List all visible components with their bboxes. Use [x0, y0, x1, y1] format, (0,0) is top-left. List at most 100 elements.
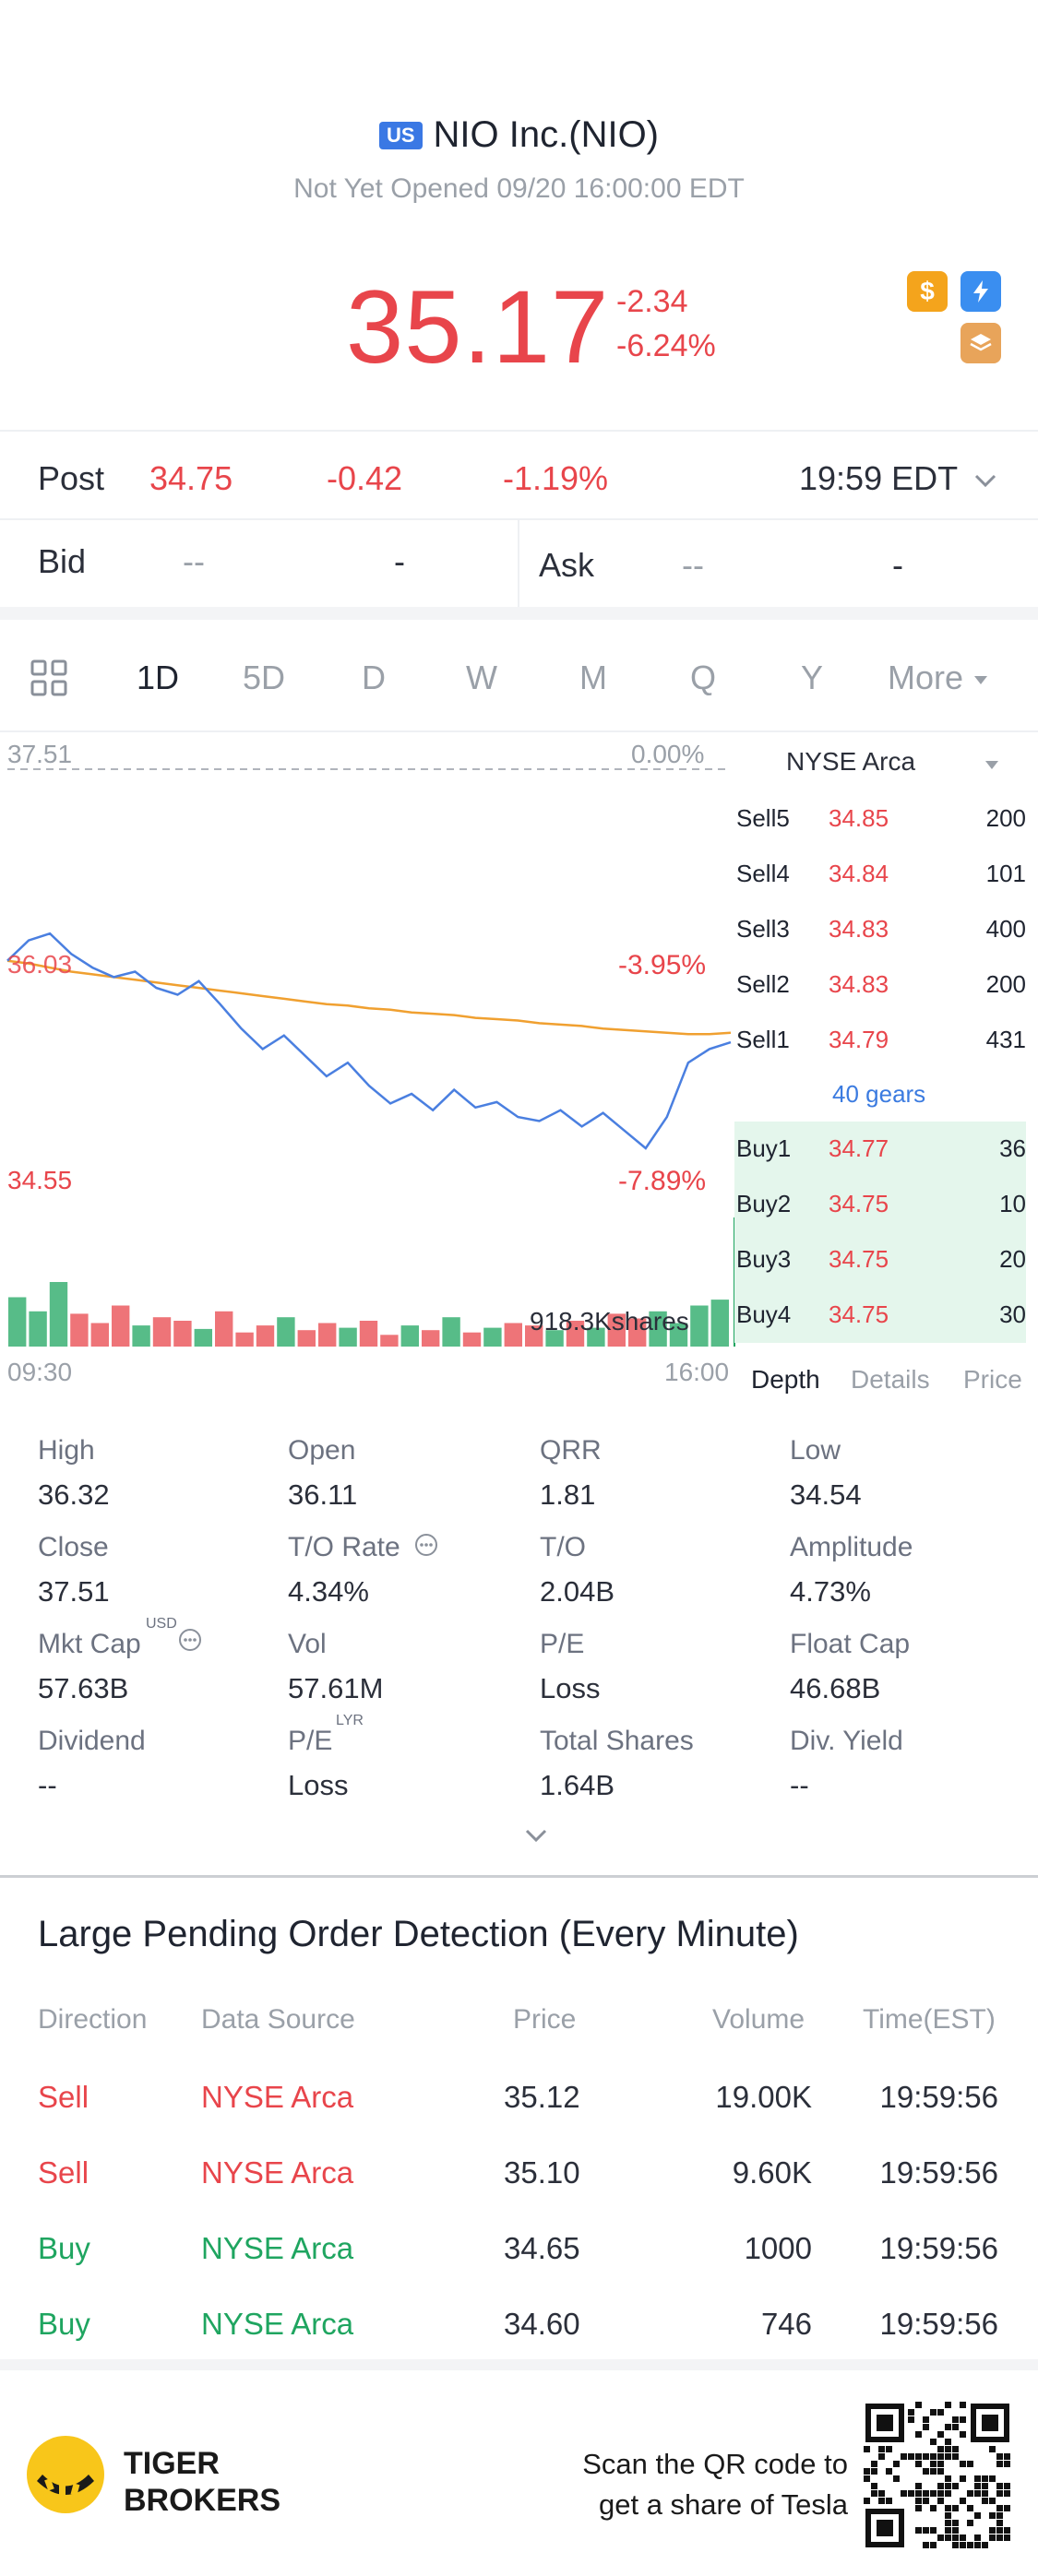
stat-value-amplitude: 4.73% [790, 1575, 871, 1608]
level-vol: 30 [999, 1300, 1026, 1328]
tab-more[interactable]: More [888, 659, 989, 697]
qr-code-icon[interactable] [864, 2402, 1011, 2549]
tab-y[interactable]: Y [801, 659, 824, 696]
sell2-row: Sell2 34.83 200 [734, 957, 1026, 1013]
row-direction: Buy [38, 2307, 90, 2341]
volume-bar [400, 1325, 419, 1347]
tiger-logo-icon [27, 2436, 104, 2513]
col-direction: Direction [38, 2004, 148, 2035]
exchange-select[interactable]: NYSE Arca [786, 747, 915, 777]
row-price: 35.12 [504, 2080, 580, 2114]
time-end: 16:00 [664, 1358, 730, 1386]
level-price: 34.83 [829, 915, 889, 943]
tab-q[interactable]: Q [690, 659, 717, 696]
gears-link[interactable]: 40 gears [832, 1080, 926, 1108]
dollar-icon[interactable]: $ [907, 271, 948, 312]
tab-more-label: More [888, 659, 964, 696]
layers-icon[interactable] [960, 323, 1001, 363]
stat-value-close: 37.51 [38, 1575, 110, 1608]
level-vol: 101 [985, 860, 1026, 887]
price-line [6, 932, 732, 1150]
chart-top-price: 37.51 [7, 740, 73, 768]
bidask-divider [518, 518, 519, 607]
stat-value-to: 2.04B [540, 1575, 615, 1608]
col-source: Data Source [201, 2004, 355, 2035]
more-info-icon[interactable] [413, 1532, 439, 1558]
row-direction: Sell [38, 2080, 89, 2114]
row-volume: 746 [760, 2307, 812, 2341]
market-badge: US [378, 121, 423, 149]
footer-banner[interactable]: TIGER BROKERS Scan the QR code to get a … [0, 2370, 1038, 2576]
expand-chevron-icon[interactable] [522, 1826, 550, 1845]
level-name: Sell1 [736, 1026, 790, 1053]
tab-price[interactable]: Price [963, 1365, 1022, 1394]
level-name: Buy3 [736, 1245, 792, 1273]
lightning-icon[interactable] [960, 271, 1001, 312]
level-price: 34.79 [829, 1026, 889, 1053]
more-info-icon[interactable] [177, 1627, 203, 1653]
tab-w[interactable]: W [466, 659, 497, 696]
volume-bar [277, 1317, 295, 1347]
stat-value-qrr: 1.81 [540, 1478, 596, 1511]
volume-bar [422, 1330, 440, 1347]
col-price: Price [513, 2004, 577, 2035]
market-status: Not Yet Opened 09/20 16:00:00 EDT [293, 173, 745, 204]
tab-d[interactable]: D [362, 659, 386, 696]
bid-size: - [394, 542, 405, 580]
stat-label-close: Close [38, 1532, 109, 1562]
volume-bar [29, 1311, 47, 1347]
volume-bar [8, 1297, 27, 1347]
volume-bar [628, 1318, 647, 1347]
stat-sup-usd: USD [146, 1616, 177, 1632]
col-time: Time(EST) [863, 2004, 996, 2035]
volume-bar [256, 1325, 275, 1347]
stat-value-open: 36.11 [288, 1478, 358, 1511]
stat-sup-lyr: LYR [336, 1713, 364, 1728]
section-gap [0, 607, 1038, 620]
bid-price: -- [183, 542, 205, 580]
volume-bar [525, 1325, 543, 1347]
post-change: -0.42 [327, 459, 403, 497]
volume-bar [235, 1332, 254, 1347]
level-price: 34.75 [829, 1190, 889, 1217]
exchange-label: NYSE Arca [786, 747, 916, 776]
volume-bar [132, 1325, 150, 1347]
row-direction: Sell [38, 2155, 89, 2190]
section-gap [0, 2359, 1038, 2372]
row-source: NYSE Arca [201, 2307, 354, 2341]
cta-line2: get a share of Tesla [599, 2488, 848, 2521]
post-time[interactable]: 19:59 EDT [799, 459, 997, 498]
ask-size: - [892, 546, 903, 584]
chart-mid-pct: -3.95% [618, 950, 707, 980]
stat-value-float-cap: 46.68B [790, 1672, 881, 1704]
intraday-chart[interactable] [0, 738, 738, 1402]
chart-low-price: 34.55 [7, 1166, 73, 1194]
stat-label-low: Low [790, 1435, 841, 1466]
title-row: US NIO Inc.(NIO) [0, 114, 1038, 156]
volume-bar [462, 1332, 482, 1347]
level-price: 34.75 [829, 1300, 889, 1328]
post-label: Post [38, 459, 105, 497]
row-source: NYSE Arca [201, 2231, 354, 2265]
avg-price-line [6, 959, 732, 1036]
tab-depth[interactable]: Depth [751, 1365, 820, 1394]
tab-details[interactable]: Details [851, 1365, 930, 1394]
stat-value-high: 36.32 [38, 1478, 110, 1511]
row-time: 19:59:56 [879, 2307, 998, 2341]
stat-label-mkt-cap: Mkt Cap [38, 1629, 141, 1659]
stock-title: NIO Inc.(NIO) [433, 114, 659, 155]
sell3-row: Sell3 34.83 400 [734, 902, 1026, 957]
row-source: NYSE Arca [201, 2155, 354, 2190]
sell5-row: Sell5 34.85 200 [734, 791, 1026, 847]
post-price: 34.75 [149, 459, 233, 497]
tab-m[interactable]: M [579, 659, 607, 696]
volume-bar [442, 1317, 460, 1347]
grid-icon[interactable] [30, 659, 68, 702]
buy1-row: Buy1 34.77 36 [734, 1122, 1026, 1177]
tab-1d[interactable]: 1D [137, 659, 180, 696]
section-divider [0, 1875, 1038, 1878]
tab-5d[interactable]: 5D [243, 659, 286, 696]
ask-label: Ask [539, 546, 595, 584]
row-time: 19:59:56 [879, 2155, 998, 2190]
level-price: 34.83 [829, 970, 889, 998]
